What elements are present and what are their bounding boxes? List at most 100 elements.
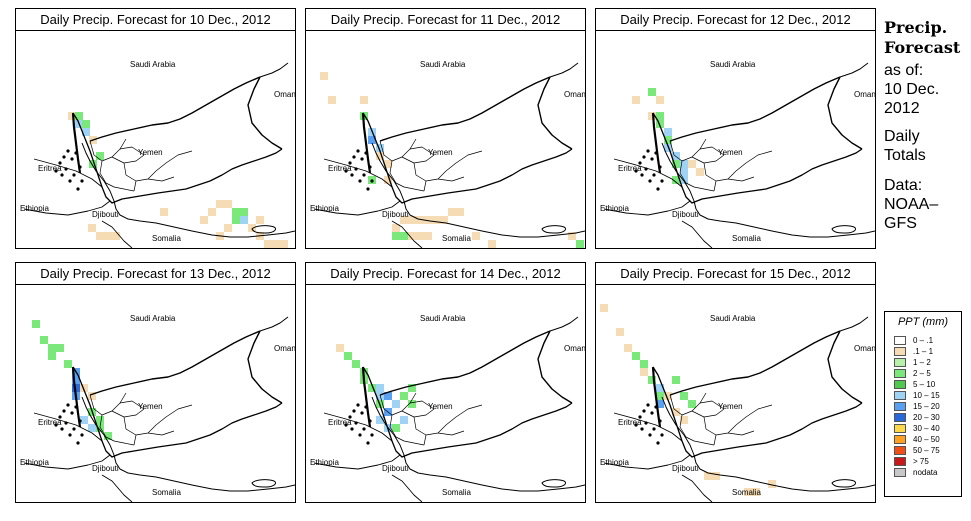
precip-cell — [400, 216, 408, 224]
precip-cell — [648, 376, 656, 384]
country-label-oman: Oman — [854, 90, 875, 99]
red-sea-coast — [71, 366, 82, 428]
precip-cell — [624, 344, 632, 352]
country-label-saudi: Saudi Arabia — [710, 314, 756, 323]
precip-cell — [632, 96, 640, 104]
country-label-djibouti: Djibouti — [672, 210, 699, 219]
country-label-oman: Oman — [564, 90, 585, 99]
legend-label: 2 – 5 — [913, 369, 931, 378]
country-label-ethiopia: Ethiopia — [310, 458, 339, 467]
country-label-somalia: Somalia — [442, 234, 471, 243]
precip-cell — [664, 128, 672, 136]
country-label-oman: Oman — [564, 344, 585, 353]
governorate-border — [423, 180, 427, 192]
yemen-coastline — [72, 112, 283, 204]
legend-item: 10 – 15 — [894, 391, 961, 402]
legend-item: > 75 — [894, 457, 961, 468]
precip-cell — [648, 112, 656, 120]
precip-cell — [424, 232, 432, 240]
island-marker — [358, 179, 362, 183]
governorate-border — [113, 440, 135, 446]
country-label-yemen: Yemen — [428, 148, 453, 157]
governorate-border — [147, 176, 175, 182]
island-marker — [80, 433, 84, 437]
precip-cell — [368, 136, 376, 144]
legend-label: 30 – 40 — [913, 424, 940, 433]
oman-border — [537, 330, 573, 404]
precip-cell — [352, 360, 360, 368]
governorate-border — [123, 416, 157, 436]
precip-cell — [72, 376, 80, 384]
precip-cell — [80, 416, 88, 424]
island-marker — [370, 433, 374, 437]
map-canvas: Saudi Arabia Oman Yemen Eritrea Ethiopia Djib… — [310, 60, 585, 248]
island-marker — [366, 187, 370, 191]
island-marker — [62, 155, 66, 159]
legend-item: nodata — [894, 468, 961, 479]
precip-cell — [408, 400, 416, 408]
eritrea-border — [33, 412, 103, 442]
governorate-border — [423, 434, 427, 446]
country-label-eritrea: Eritrea — [328, 418, 352, 427]
legend-swatch — [894, 336, 906, 345]
precip-cell — [68, 112, 76, 120]
yemen-coastline — [362, 366, 573, 458]
precip-map: Saudi Arabia Oman Yemen Eritrea Ethiopia Djib… — [16, 31, 295, 248]
precip-cell — [208, 208, 216, 216]
legend-label: 15 – 20 — [913, 402, 940, 411]
country-label-djibouti: Djibouti — [92, 210, 119, 219]
saudi-yemen-border — [379, 76, 551, 142]
country-label-saudi: Saudi Arabia — [420, 314, 466, 323]
africa-coastline — [661, 142, 875, 238]
precip-cell — [96, 424, 104, 432]
governorate-border — [735, 404, 773, 426]
island-marker — [644, 167, 648, 171]
precip-cell — [656, 96, 664, 104]
precip-cell — [432, 216, 440, 224]
socotra-island — [541, 479, 567, 488]
country-label-djibouti: Djibouti — [92, 464, 119, 473]
island-marker — [652, 173, 656, 177]
governorate-border — [693, 186, 715, 192]
forecast-panel-4: Daily Precip. Forecast for 13 Dec., 2012… — [15, 262, 296, 503]
island-marker — [638, 161, 642, 165]
island-marker — [356, 403, 360, 407]
legend-item: 50 – 75 — [894, 446, 961, 457]
legend-label: 40 – 50 — [913, 435, 940, 444]
djibouti-somalia-border — [681, 220, 713, 248]
island-marker — [650, 157, 654, 161]
governorate-border — [409, 146, 435, 156]
island-marker — [80, 179, 84, 183]
precip-cell — [408, 232, 416, 240]
oman-coast — [259, 316, 289, 332]
panel-title: Daily Precip. Forecast for 10 Dec., 2012 — [16, 9, 295, 31]
governorate-border — [389, 160, 405, 188]
precip-cell — [672, 408, 680, 416]
precip-cell — [656, 400, 664, 408]
island-marker — [350, 173, 354, 177]
country-label-somalia: Somalia — [442, 488, 471, 497]
island-marker — [352, 155, 356, 159]
legend-label: > 75 — [913, 457, 929, 466]
country-label-somalia: Somalia — [152, 234, 181, 243]
country-label-ethiopia: Ethiopia — [600, 458, 629, 467]
island-marker — [74, 405, 78, 409]
forecast-panel-1: Daily Precip. Forecast for 10 Dec., 2012… — [15, 8, 296, 249]
island-marker — [368, 165, 372, 169]
legend-item: 0 – .1 — [894, 336, 961, 347]
governorate-border — [111, 408, 145, 418]
legend-swatch — [894, 402, 906, 411]
precip-cell — [688, 160, 696, 168]
asof-label: as of: — [884, 62, 924, 79]
island-marker — [76, 187, 80, 191]
africa-coastline — [371, 142, 585, 238]
governorate-border — [401, 154, 435, 164]
yemen-coastline — [652, 366, 863, 458]
precip-cell — [448, 208, 456, 216]
precip-cell — [664, 144, 672, 152]
island-marker — [658, 419, 662, 423]
legend-item: 1 – 2 — [894, 358, 961, 369]
governorate-border — [389, 414, 405, 442]
precip-cell — [216, 200, 224, 208]
island-marker — [68, 433, 72, 437]
